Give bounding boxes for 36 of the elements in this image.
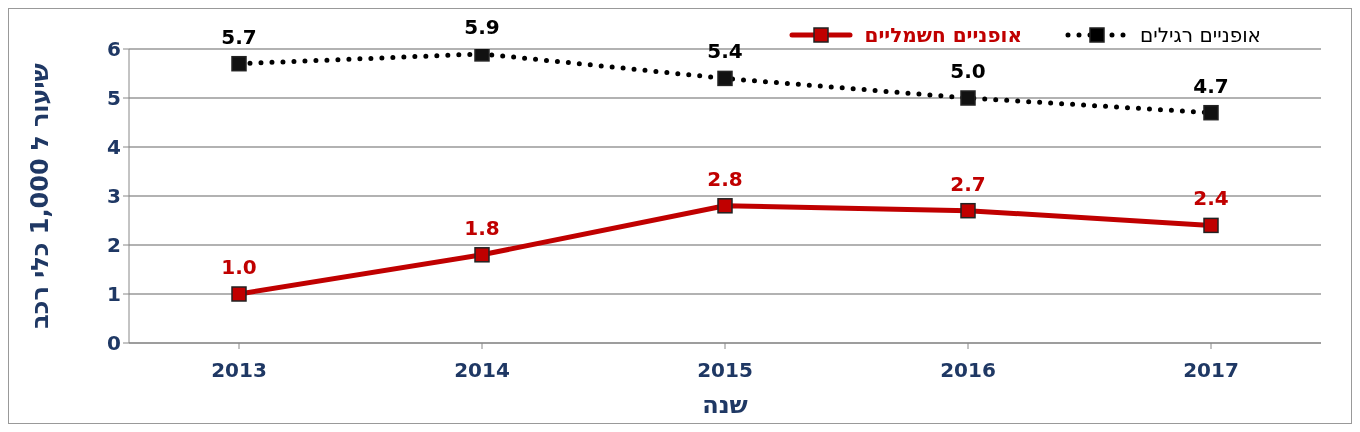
point [231, 286, 247, 302]
point [960, 202, 976, 219]
legend-label: אופניים רגילים [1139, 23, 1261, 47]
data-label: 4.7 [1193, 73, 1229, 98]
point [1203, 217, 1219, 234]
data-label: 2.4 [1193, 186, 1229, 211]
point [717, 198, 733, 214]
y-tick-label: 5 [107, 86, 121, 111]
data-label: 5.9 [464, 14, 500, 39]
data-label: 1.0 [221, 255, 257, 279]
y-axis-title: שיעור ל 1,000 כלי רכב [25, 63, 54, 329]
data-label: 2.7 [950, 171, 986, 196]
point [1203, 104, 1219, 121]
x-tick-label: 2017 [1183, 358, 1239, 383]
y-tick-label: 1 [107, 282, 121, 307]
x-tick-label: 2014 [454, 358, 510, 383]
data-label: 5.0 [950, 59, 986, 83]
point [717, 70, 733, 87]
x-tick-label: 2016 [940, 358, 996, 383]
x-tick-label: 2013 [211, 358, 267, 383]
point [960, 90, 976, 106]
data-label: 2.8 [707, 166, 743, 191]
data-label: 5.7 [221, 24, 257, 49]
point [231, 55, 247, 72]
y-tick-label: 3 [107, 184, 121, 209]
legend-label: אופניים חשמליים [864, 23, 1022, 47]
data-label: 5.4 [707, 39, 743, 64]
y-tick-label: 0 [107, 331, 121, 356]
data-label: 1.8 [464, 215, 500, 240]
y-tick-label: 2 [107, 233, 121, 258]
y-tick-label: 6 [107, 37, 121, 62]
point [474, 247, 490, 263]
y-tick-label: 4 [107, 135, 121, 160]
x-tick-label: 2015 [697, 358, 753, 383]
x-axis-title: שנה [702, 391, 748, 419]
point [474, 49, 490, 62]
